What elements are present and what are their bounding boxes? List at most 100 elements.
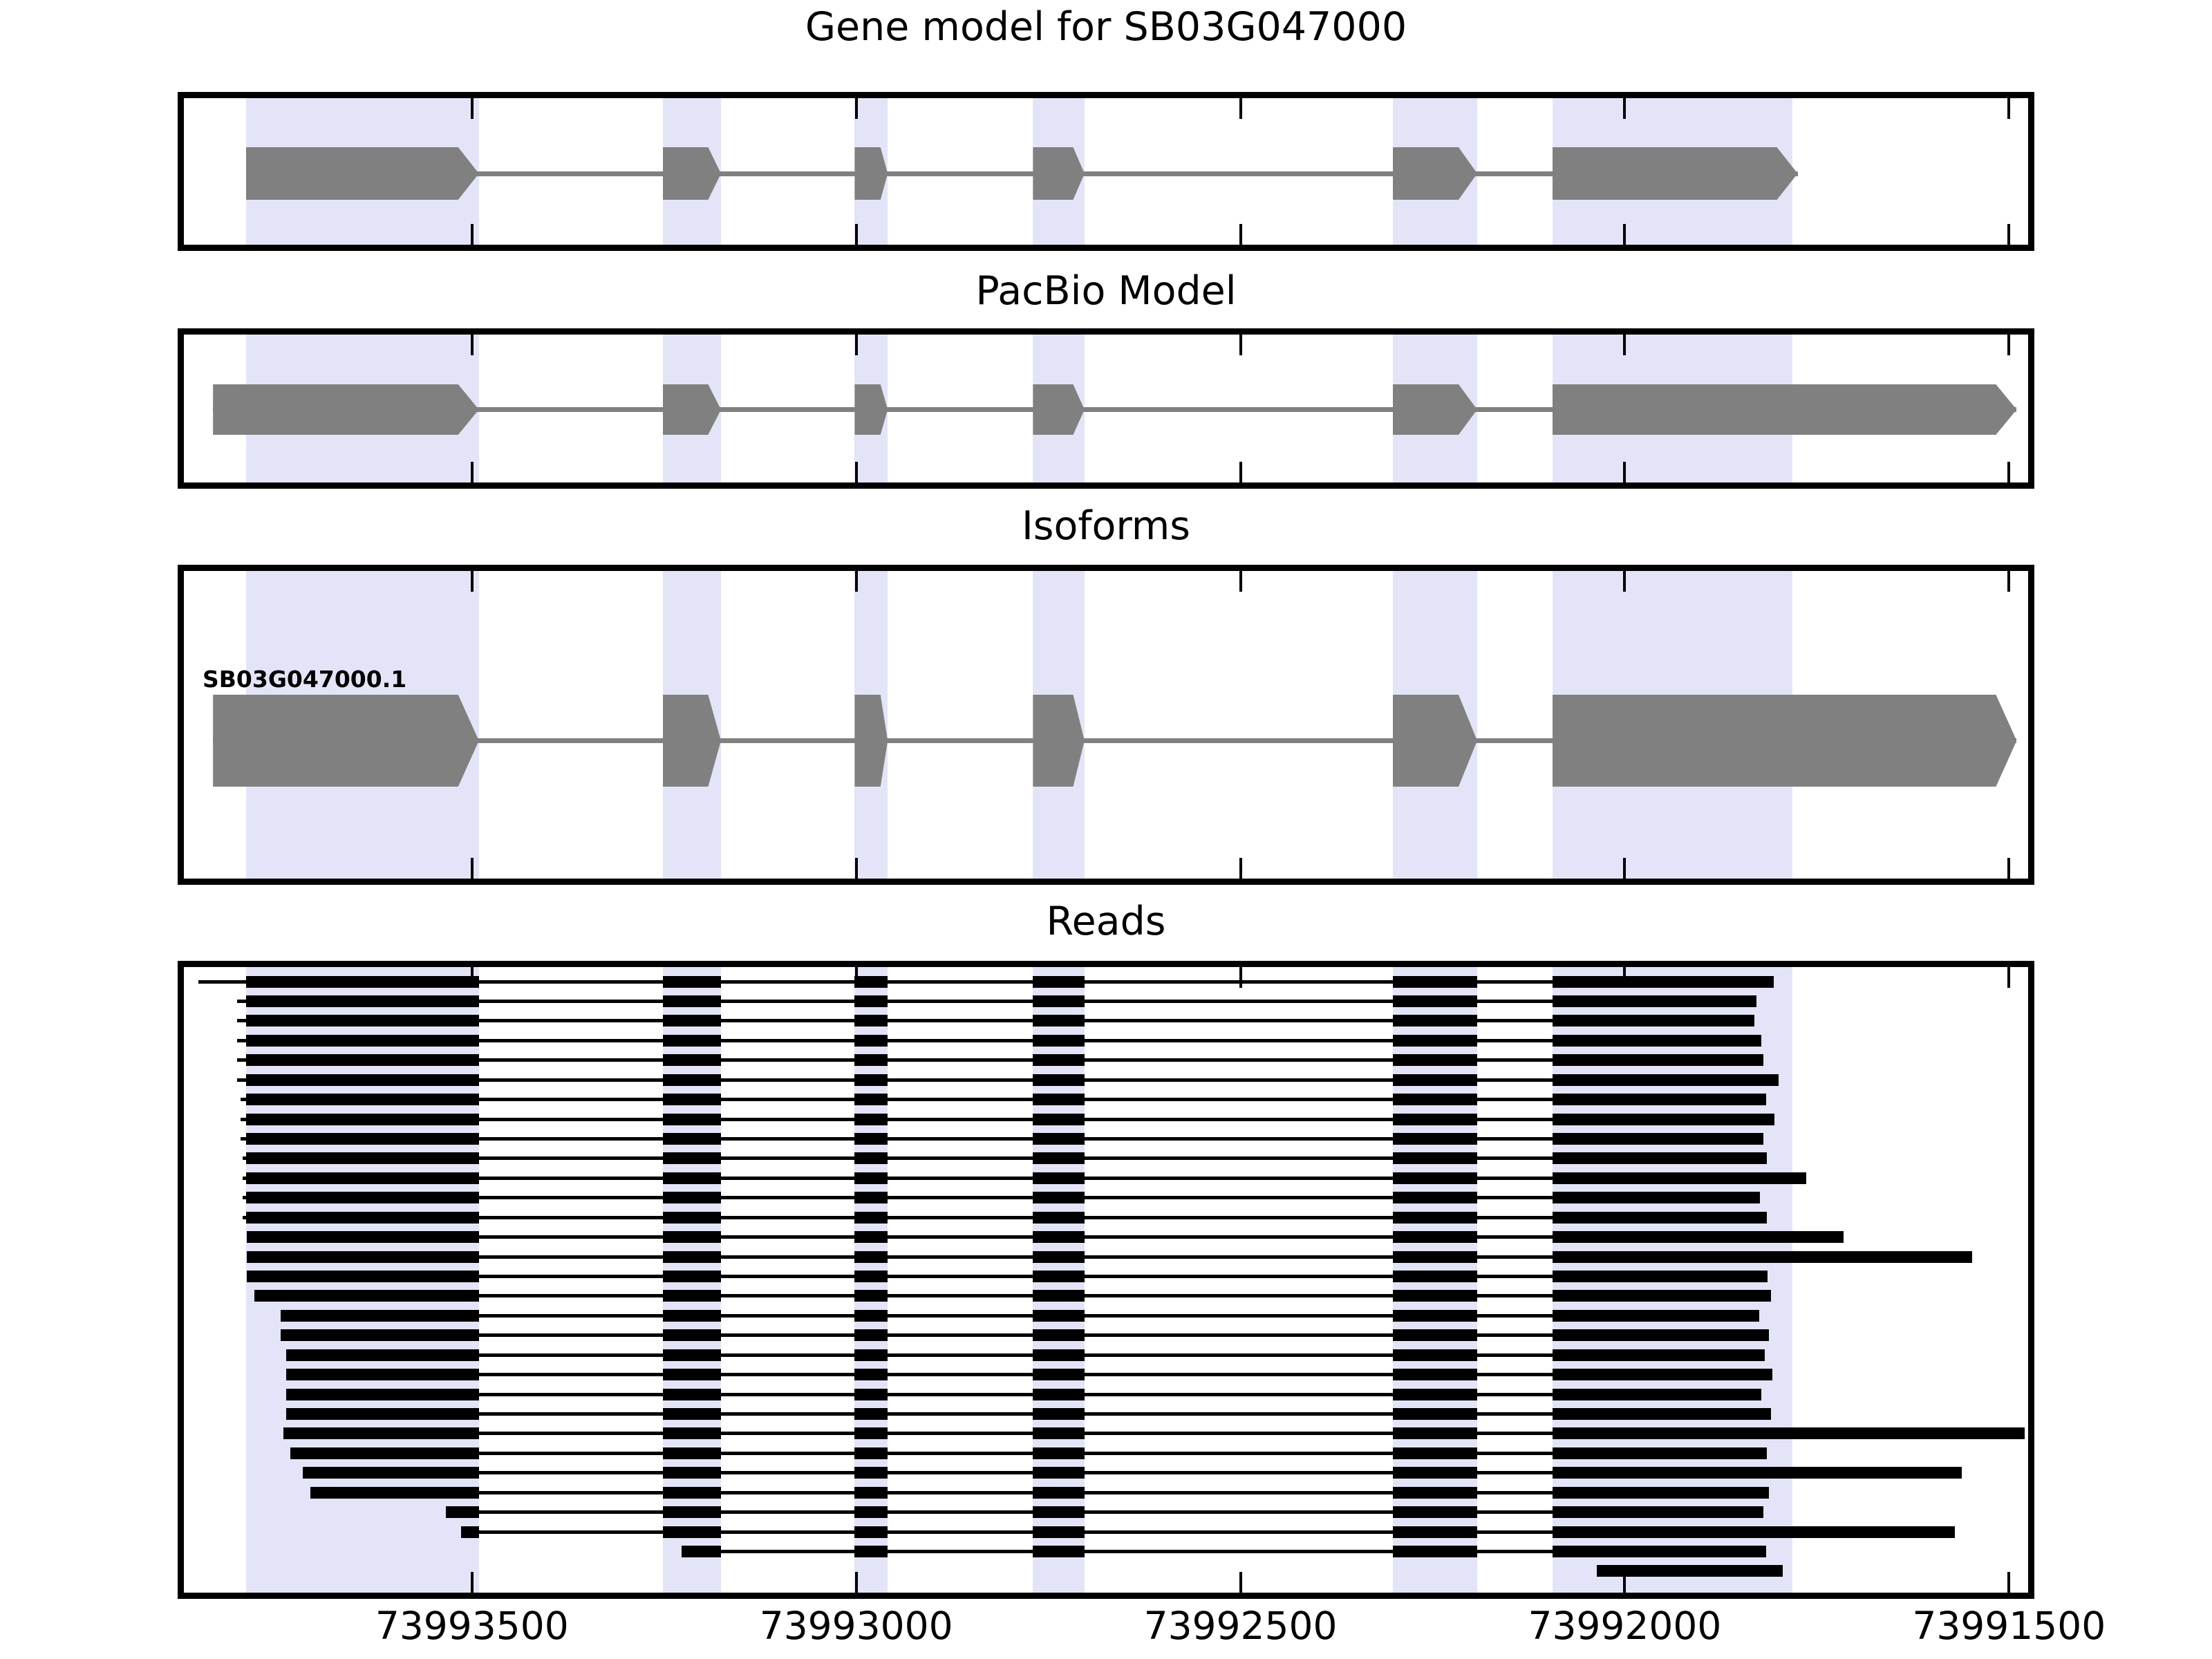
read-exon-block <box>854 975 888 988</box>
axis-tick-bottom <box>1239 224 1242 245</box>
read-exon-block <box>1552 1250 1972 1263</box>
read-intron-line <box>236 1038 1762 1042</box>
read-exon-block <box>280 1329 479 1342</box>
axis-tick-bottom <box>854 224 858 245</box>
read-exon-block <box>854 1094 888 1106</box>
read-exon-block <box>247 1270 479 1282</box>
exon-block <box>1393 695 1477 787</box>
read-exon-block <box>854 1250 888 1263</box>
axis-tick-bottom <box>2007 462 2011 482</box>
read-exon-block <box>1033 1447 1085 1459</box>
exon-block <box>213 384 479 435</box>
read-exon-block <box>1392 1329 1477 1342</box>
read-exon-block <box>662 1192 721 1204</box>
axis-tick-top <box>470 571 474 592</box>
pacbio-panel <box>178 328 2034 489</box>
read-exon-block <box>1597 1565 1783 1577</box>
read-exon-block <box>854 1192 888 1204</box>
read-exon-block <box>662 1270 721 1282</box>
axis-tick-bottom <box>470 462 474 482</box>
read-exon-block <box>662 1231 721 1244</box>
read-exon-block <box>662 1369 721 1381</box>
exon-block <box>1033 147 1084 200</box>
read-exon-block <box>1392 1407 1477 1420</box>
read-exon-block <box>1033 1545 1085 1557</box>
read-exon-block <box>662 1447 721 1459</box>
gene-model-panel <box>178 92 2034 251</box>
read-intron-line <box>461 1530 1956 1534</box>
exon-block <box>1033 384 1084 435</box>
read-exon-block <box>1033 1526 1085 1538</box>
axis-tick-top <box>470 967 474 988</box>
read-exon-block <box>1392 1054 1477 1067</box>
read-exon-block <box>1552 1034 1762 1047</box>
axis-tick-top <box>2007 98 2011 119</box>
read-exon-block <box>1033 1506 1085 1519</box>
read-exon-block <box>854 1447 888 1459</box>
read-exon-block <box>854 1113 888 1125</box>
axis-tick-top <box>854 571 858 592</box>
read-exon-block <box>662 1349 721 1361</box>
read-intron-line <box>243 1196 1761 1200</box>
read-exon-block <box>1033 1486 1085 1499</box>
read-exon-block <box>854 1132 888 1145</box>
read-exon-block <box>254 1290 479 1302</box>
read-intron-line <box>236 999 1756 1003</box>
axis-tick-top <box>1623 571 1627 592</box>
axis-tick-top <box>1239 571 1242 592</box>
read-exon-block <box>1392 1388 1477 1400</box>
read-exon-block <box>1552 1074 1779 1086</box>
read-exon-block <box>247 1231 479 1244</box>
axis-tick-top <box>470 335 474 355</box>
intron-line <box>213 407 2017 412</box>
read-exon-block <box>1033 1329 1085 1342</box>
exon-block <box>1553 695 2017 787</box>
intron-line <box>213 738 2017 743</box>
axis-tick-bottom <box>854 462 858 482</box>
read-exon-block <box>290 1447 479 1459</box>
read-intron-line <box>236 1019 1755 1023</box>
axis-tick-bottom <box>2007 858 2011 879</box>
read-exon-block <box>662 1094 721 1106</box>
read-exon-block <box>1552 1526 1956 1538</box>
read-exon-block <box>662 1034 721 1047</box>
exon-block <box>663 384 721 435</box>
read-exon-block <box>245 1094 479 1106</box>
read-exon-block <box>854 1486 888 1499</box>
axis-tick-top <box>2007 335 2011 355</box>
read-exon-block <box>1033 1388 1085 1400</box>
read-exon-block <box>1033 1407 1085 1420</box>
read-exon-block <box>1552 1152 1768 1165</box>
read-exon-block <box>1033 1231 1085 1244</box>
read-exon-block <box>662 1015 721 1027</box>
read-exon-block <box>1392 1526 1477 1538</box>
read-exon-block <box>662 1290 721 1302</box>
read-exon-block <box>1552 1231 1844 1244</box>
read-exon-block <box>1392 1290 1477 1302</box>
axis-tick-top <box>2007 967 2011 988</box>
axis-tick-top <box>1239 967 1242 988</box>
read-exon-block <box>245 1192 479 1204</box>
read-exon-block <box>1552 1427 2025 1440</box>
reads-panel <box>178 961 2034 1599</box>
read-exon-block <box>662 1526 721 1538</box>
read-intron-line <box>682 1549 1766 1553</box>
read-exon-block <box>854 1526 888 1538</box>
read-exon-block <box>1033 1250 1085 1263</box>
read-exon-block <box>1552 1486 1770 1499</box>
read-intron-line <box>243 1215 1768 1219</box>
axis-tick-bottom <box>854 858 858 879</box>
axis-tick-top <box>470 98 474 119</box>
read-exon-block <box>1033 1427 1085 1440</box>
read-exon-block <box>1033 975 1085 988</box>
read-exon-block <box>1392 1231 1477 1244</box>
read-intron-line <box>241 1117 1775 1121</box>
read-intron-line <box>280 1333 1770 1338</box>
read-exon-block <box>1033 1211 1085 1224</box>
read-exon-block <box>1552 1467 1962 1479</box>
axis-tick-bottom <box>1239 1572 1242 1593</box>
read-exon-block <box>245 1034 479 1047</box>
read-intron-line <box>243 1156 1768 1161</box>
read-exon-block <box>285 1369 479 1381</box>
exon-block <box>663 147 721 200</box>
